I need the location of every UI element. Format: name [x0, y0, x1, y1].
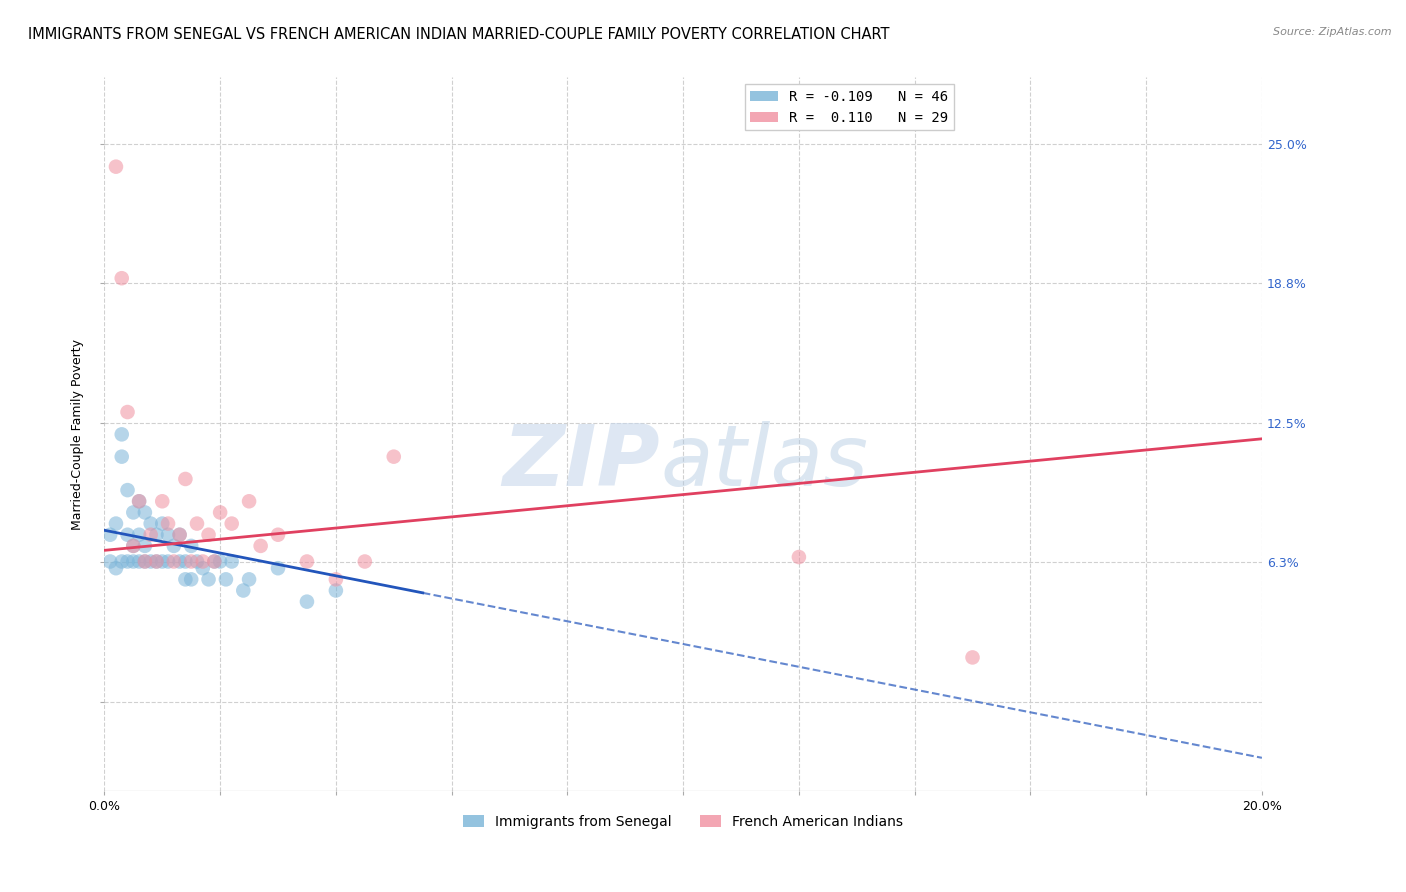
Point — [122, 554, 145, 568]
Point — [150, 494, 173, 508]
Point — [139, 516, 162, 531]
Point — [962, 650, 984, 665]
Point — [180, 539, 202, 553]
Point — [128, 494, 150, 508]
Point — [295, 595, 318, 609]
Point — [180, 572, 202, 586]
Point — [122, 539, 145, 553]
Text: ZIP: ZIP — [502, 421, 659, 504]
Point — [174, 554, 197, 568]
Point — [202, 554, 225, 568]
Point — [98, 527, 121, 541]
Point — [117, 554, 139, 568]
Point — [221, 554, 243, 568]
Point — [267, 561, 290, 575]
Point — [295, 554, 318, 568]
Point — [238, 494, 260, 508]
Point — [163, 539, 186, 553]
Point — [174, 472, 197, 486]
Point — [139, 527, 162, 541]
Point — [787, 549, 810, 564]
Point — [221, 516, 243, 531]
Point — [134, 554, 156, 568]
Point — [186, 516, 208, 531]
Point — [145, 527, 167, 541]
Point — [117, 483, 139, 497]
Point — [117, 527, 139, 541]
Legend: Immigrants from Senegal, French American Indians: Immigrants from Senegal, French American… — [458, 809, 908, 834]
Point — [232, 583, 254, 598]
Text: IMMIGRANTS FROM SENEGAL VS FRENCH AMERICAN INDIAN MARRIED-COUPLE FAMILY POVERTY : IMMIGRANTS FROM SENEGAL VS FRENCH AMERIC… — [28, 27, 890, 42]
Point — [139, 554, 162, 568]
Point — [145, 554, 167, 568]
Point — [209, 505, 232, 519]
Point — [267, 527, 290, 541]
Point — [186, 554, 208, 568]
Point — [202, 554, 225, 568]
Point — [382, 450, 405, 464]
Point — [197, 527, 219, 541]
Point — [117, 405, 139, 419]
Point — [150, 554, 173, 568]
Point — [122, 539, 145, 553]
Point — [325, 572, 347, 586]
Point — [98, 554, 121, 568]
Point — [325, 583, 347, 598]
Text: atlas: atlas — [659, 421, 868, 504]
Point — [104, 561, 127, 575]
Point — [145, 554, 167, 568]
Point — [169, 554, 191, 568]
Point — [163, 554, 186, 568]
Point — [128, 554, 150, 568]
Point — [111, 554, 134, 568]
Point — [180, 554, 202, 568]
Point — [134, 539, 156, 553]
Point — [104, 516, 127, 531]
Point — [150, 516, 173, 531]
Point — [128, 527, 150, 541]
Point — [169, 527, 191, 541]
Point — [191, 561, 214, 575]
Text: Source: ZipAtlas.com: Source: ZipAtlas.com — [1274, 27, 1392, 37]
Point — [157, 527, 180, 541]
Point — [122, 505, 145, 519]
Point — [111, 450, 134, 464]
Point — [111, 271, 134, 285]
Point — [134, 505, 156, 519]
Point — [174, 572, 197, 586]
Point — [111, 427, 134, 442]
Y-axis label: Married-Couple Family Poverty: Married-Couple Family Poverty — [72, 339, 84, 530]
Point — [104, 160, 127, 174]
Point — [157, 554, 180, 568]
Point — [157, 516, 180, 531]
Point — [128, 494, 150, 508]
Point — [215, 572, 238, 586]
Point — [353, 554, 375, 568]
Point — [191, 554, 214, 568]
Point — [209, 554, 232, 568]
Point — [238, 572, 260, 586]
Point — [249, 539, 271, 553]
Point — [169, 527, 191, 541]
Point — [197, 572, 219, 586]
Point — [134, 554, 156, 568]
